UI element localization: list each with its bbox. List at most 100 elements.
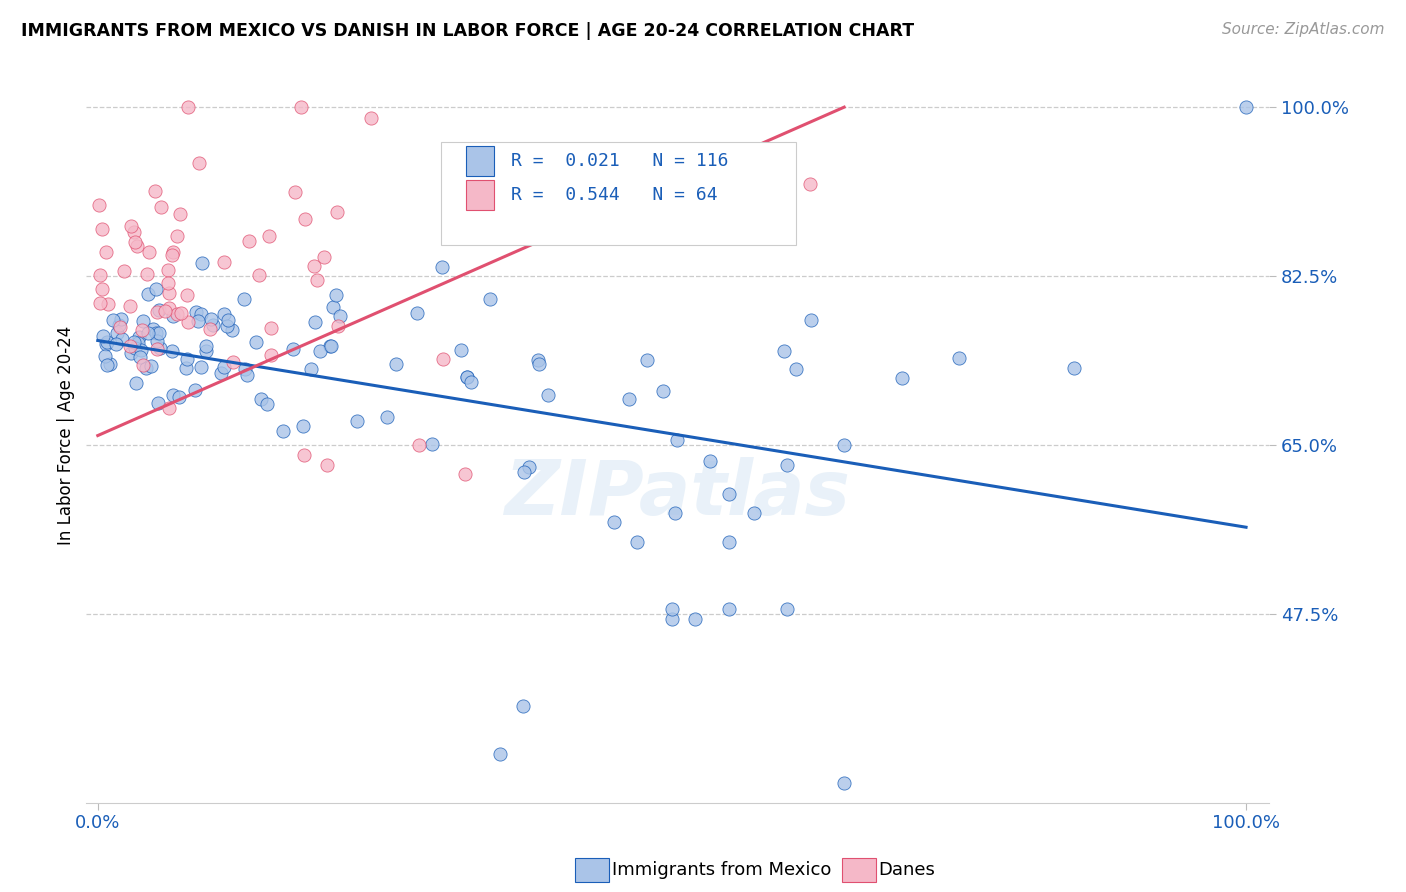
Point	[105, 326, 128, 341]
Point	[271, 424, 294, 438]
FancyBboxPatch shape	[465, 179, 495, 211]
Point	[488, 747, 510, 762]
Point	[292, 419, 315, 434]
Point	[454, 467, 477, 482]
Point	[157, 262, 180, 277]
Point	[149, 341, 172, 355]
Point	[122, 225, 145, 239]
Point	[948, 351, 970, 366]
Point	[636, 353, 658, 368]
Point	[148, 326, 170, 341]
Point	[290, 100, 312, 114]
Point	[87, 198, 110, 212]
Point	[112, 264, 135, 278]
Point	[177, 100, 200, 114]
Point	[124, 342, 146, 356]
Point	[326, 205, 349, 219]
Text: R =  0.021   N = 116: R = 0.021 N = 116	[510, 153, 728, 170]
Point	[484, 216, 506, 230]
Point	[190, 256, 212, 270]
Point	[375, 410, 398, 425]
Point	[316, 458, 339, 472]
Point	[98, 357, 121, 371]
Point	[96, 334, 118, 349]
Point	[89, 296, 111, 310]
Point	[148, 302, 170, 317]
Point	[536, 388, 558, 402]
Point	[217, 319, 239, 334]
Point	[136, 286, 159, 301]
Point	[432, 260, 454, 275]
Point	[527, 353, 550, 368]
Text: Immigrants from Mexico: Immigrants from Mexico	[612, 861, 831, 879]
Point	[325, 288, 347, 302]
Point	[305, 272, 328, 286]
Point	[284, 185, 307, 199]
Point	[832, 776, 855, 790]
Point	[166, 307, 188, 321]
Point	[661, 612, 683, 626]
Point	[135, 361, 157, 376]
Point	[799, 178, 821, 192]
Point	[617, 392, 640, 406]
Point	[131, 323, 153, 337]
Point	[260, 321, 283, 335]
Point	[169, 207, 191, 221]
Point	[420, 437, 443, 451]
Point	[785, 361, 807, 376]
Point	[107, 318, 129, 333]
Point	[138, 245, 160, 260]
Point	[718, 602, 741, 616]
Point	[156, 277, 179, 291]
Point	[146, 396, 169, 410]
Point	[456, 370, 478, 384]
Point	[832, 438, 855, 452]
Point	[222, 355, 245, 369]
Point	[146, 305, 169, 319]
Point	[294, 211, 316, 226]
Point	[127, 238, 149, 252]
Point	[188, 156, 211, 170]
Point	[221, 323, 243, 337]
Point	[247, 268, 270, 282]
Text: R =  0.544   N = 64: R = 0.544 N = 64	[510, 186, 717, 204]
Point	[626, 534, 648, 549]
Point	[187, 314, 209, 328]
Point	[125, 376, 148, 390]
Point	[138, 326, 160, 340]
Point	[257, 228, 280, 243]
Point	[162, 244, 184, 259]
Point	[326, 319, 349, 334]
Point	[683, 612, 706, 626]
Point	[146, 334, 169, 348]
Point	[200, 312, 222, 326]
Point	[890, 370, 912, 384]
Point	[90, 281, 112, 295]
Point	[385, 357, 408, 371]
Point	[238, 235, 260, 249]
Text: Danes: Danes	[879, 861, 935, 879]
Point	[129, 351, 152, 365]
Point	[110, 312, 132, 326]
Point	[456, 369, 478, 384]
Point	[135, 267, 157, 281]
Point	[450, 343, 472, 357]
Point	[304, 315, 326, 329]
FancyBboxPatch shape	[465, 146, 495, 177]
Point	[517, 459, 540, 474]
Point	[1234, 100, 1257, 114]
Point	[128, 329, 150, 343]
Point	[603, 516, 626, 530]
Point	[150, 200, 173, 214]
Point	[176, 352, 198, 367]
Point	[408, 438, 430, 452]
Point	[139, 359, 162, 374]
Point	[120, 346, 142, 360]
Point	[157, 301, 180, 315]
Point	[1063, 360, 1085, 375]
Point	[699, 454, 721, 468]
Point	[214, 307, 236, 321]
Point	[406, 306, 429, 320]
Point	[170, 306, 193, 320]
Point	[198, 322, 221, 336]
